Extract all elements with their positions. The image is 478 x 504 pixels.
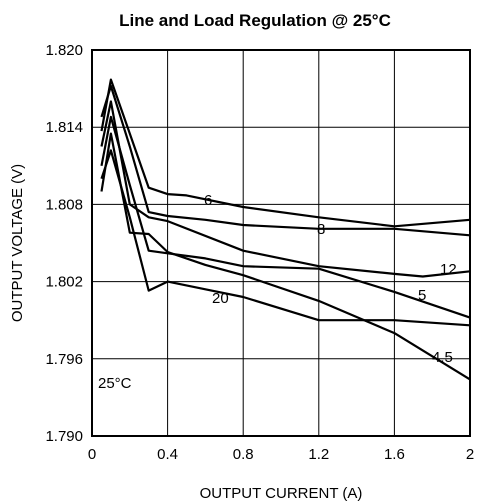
series-label-12: 12	[440, 261, 457, 278]
y-tick-label: 1.820	[45, 42, 83, 59]
y-tick-label: 1.808	[45, 196, 83, 213]
y-tick-label: 1.814	[45, 119, 83, 136]
series-line-12	[100, 100, 471, 278]
x-tick-label: 0.8	[233, 446, 254, 463]
series-line-5	[100, 115, 471, 319]
x-tick-label: 2	[466, 446, 474, 463]
series-line-4-5	[100, 149, 471, 327]
series-line-6	[100, 78, 471, 228]
y-axis-label: OUTPUT VOLTAGE (V)	[9, 164, 26, 322]
temperature-annotation: 25°C	[98, 375, 132, 392]
series-label-20: 20	[212, 290, 229, 307]
series-lines	[100, 78, 471, 381]
series-line-8	[100, 84, 471, 237]
y-tick-label: 1.790	[45, 428, 83, 445]
series-label-6: 6	[204, 192, 212, 209]
y-tick-label: 1.796	[45, 351, 83, 368]
y-tick-label: 1.802	[45, 274, 83, 291]
chart-title: Line and Load Regulation @ 25°C	[119, 11, 391, 30]
x-tick-label: 0	[88, 446, 96, 463]
x-tick-label: 1.2	[308, 446, 329, 463]
y-tick-labels: 1.790 1.796 1.802 1.808 1.814 1.820	[45, 42, 83, 445]
x-axis-label: OUTPUT CURRENT (A)	[200, 485, 363, 502]
series-label-5: 5	[418, 287, 426, 304]
series-label-4-5: 4.5	[432, 349, 453, 366]
series-label-8: 8	[317, 221, 325, 238]
x-tick-labels: 0 0.4 0.8 1.2 1.6 2	[88, 446, 474, 463]
plot-frame	[91, 49, 471, 437]
series-line-20	[100, 132, 471, 381]
x-tick-label: 0.4	[157, 446, 178, 463]
x-tick-label: 1.6	[384, 446, 405, 463]
series-labels: 6 8 12 5 20 4.5	[204, 192, 457, 366]
gridlines	[92, 50, 470, 436]
